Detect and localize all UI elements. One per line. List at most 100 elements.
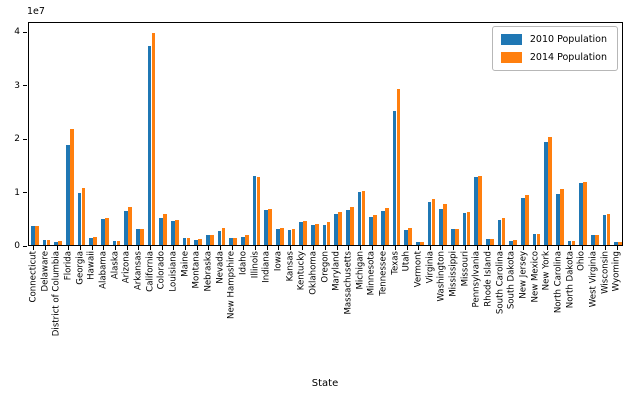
x-tick-mark [476,246,478,250]
y-tick-label-0: 0 [14,241,20,251]
bar-2014-montana [198,239,203,245]
bar-2010-maine [182,238,187,245]
x-tick-label-new-jersey: New Jersey [518,251,529,299]
x-tick-label-alaska: Alaska [110,251,121,280]
bar-2014-south-carolina [501,218,506,245]
x-tick-mark [360,246,361,250]
y-tick-mark-3 [23,85,27,87]
bar-2010-new-jersey [520,198,525,245]
x-tick-label-utah: Utah [401,251,412,272]
bar-2010-mississippi [450,229,455,245]
bar-2010-indiana [264,210,269,245]
bar-2014-hawaii [93,237,98,245]
bar-2010-kentucky [299,222,304,245]
bar-2010-texas [392,111,397,245]
x-tick-label-idaho: Idaho [238,251,249,275]
x-tick-mark [546,246,548,250]
x-tick-mark [616,246,618,250]
bar-2010-west-virginia [590,235,595,245]
bar-2014-missouri [466,212,471,245]
bar-2014-texas [396,89,401,245]
legend-entry-2010: 2010 Population [500,34,607,45]
legend-swatch-2014 [500,52,522,63]
x-tick-label-montana: Montana [191,251,202,289]
x-tick-mark [523,246,525,250]
bar-2014-utah [408,228,413,245]
bar-2010-montana [194,240,199,245]
bar-2014-nevada [221,228,226,245]
x-tick-label-colorado: Colorado [156,251,167,290]
bar-2010-missouri [462,213,467,245]
bar-2014-mississippi [454,229,459,245]
x-tick-label-kansas: Kansas [285,251,296,282]
x-tick-label-washington: Washington [436,251,447,302]
x-tick-mark [255,246,256,250]
bar-2014-oregon [326,222,331,245]
bar-2010-new-york [544,142,549,245]
x-tick-label-texas: Texas [390,251,401,275]
x-tick-mark [558,246,560,250]
bar-2010-ohio [579,183,584,245]
x-tick-mark [138,246,140,250]
x-tick-label-alabama: Alabama [98,251,109,289]
y-axis-offset-text: 1e7 [27,6,45,17]
x-tick-mark [243,246,245,250]
bar-2014-tennessee [384,208,389,245]
y-tick-mark-0 [23,245,27,247]
bar-2010-wisconsin [602,215,607,245]
x-tick-mark [173,246,175,250]
x-tick-mark [56,246,58,250]
x-tick-mark [150,246,151,250]
x-tick-mark [348,246,350,250]
x-tick-mark [33,246,35,250]
x-tick-mark [126,246,128,250]
bar-2014-district-of-columbia [58,241,63,245]
x-tick-label-nevada: Nevada [215,251,226,284]
x-tick-mark [418,246,420,250]
x-tick-label-district-of-columbia: District of Columbia [51,251,62,337]
bar-2010-pennsylvania [474,177,479,245]
x-tick-mark [231,246,233,250]
x-tick-mark [220,246,221,250]
bar-2010-new-mexico [532,234,537,245]
x-tick-label-ohio: Ohio [576,251,587,271]
bar-2010-district-of-columbia [54,242,59,245]
legend-label-2010: 2010 Population [529,34,607,45]
bar-2010-massachusetts [345,210,350,245]
x-tick-mark [290,246,291,250]
x-tick-mark [465,246,466,250]
bar-2010-washington [439,209,444,245]
y-tick-label-4: 4 [14,27,20,38]
bar-2014-colorado [163,214,168,245]
x-tick-mark [371,246,373,250]
x-tick-mark [266,246,268,250]
bar-2010-nevada [217,231,222,245]
x-tick-label-rhode-island: Rhode Island [483,251,494,307]
legend-entry-2014: 2014 Population [500,52,607,63]
x-tick-label-wyoming: Wyoming [611,251,622,292]
bar-2010-california [147,46,152,245]
x-tick-label-pennsylvania: Pennsylvania [471,251,482,308]
x-tick-label-illinois: Illinois [250,251,261,279]
x-tick-mark [570,246,571,250]
x-tick-label-north-carolina: North Carolina [553,251,564,314]
bar-2014-alaska [116,241,121,245]
bar-2014-maine [186,238,191,245]
x-tick-label-georgia: Georgia [75,251,86,285]
y-tick-label-2: 2 [14,134,20,145]
bar-2010-louisiana [170,221,175,245]
bar-2014-vermont [419,242,424,245]
bar-2014-kansas [291,229,296,245]
x-tick-mark [196,246,198,250]
bar-2014-michigan [361,191,366,245]
bar-2010-virginia [427,202,432,245]
bar-2014-virginia [431,199,436,245]
bar-2010-wyoming [614,242,619,245]
x-tick-label-maryland: Maryland [331,251,342,291]
bar-2010-arkansas [135,229,140,245]
bar-2010-illinois [252,176,257,245]
bar-2014-louisiana [174,220,179,245]
x-tick-label-louisiana: Louisiana [168,251,179,292]
x-tick-label-delaware: Delaware [40,251,51,292]
bar-2014-kentucky [303,221,308,245]
